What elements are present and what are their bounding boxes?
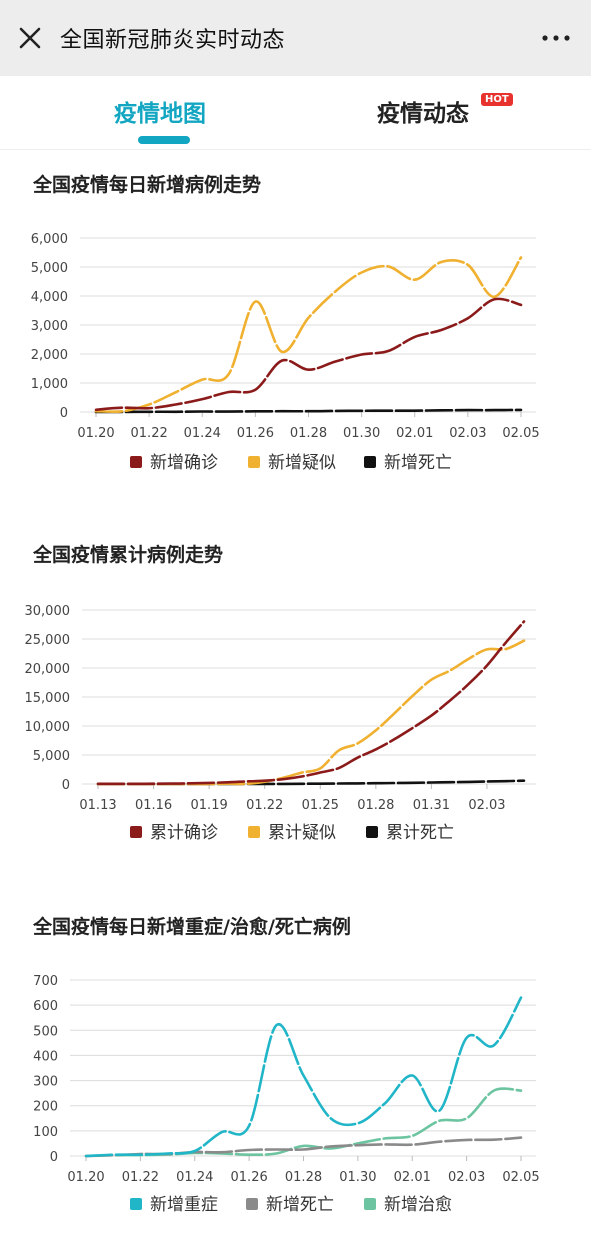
active-tab-indicator <box>138 136 190 144</box>
y-tick-label: 0 <box>60 406 68 421</box>
legend-swatch <box>130 456 142 468</box>
y-tick-label: 300 <box>33 1075 58 1090</box>
y-tick-label: 600 <box>33 999 58 1014</box>
y-tick-label: 25,000 <box>25 633 71 648</box>
y-tick-label: 500 <box>33 1024 58 1039</box>
y-tick-label: 100 <box>33 1125 58 1140</box>
y-tick-label: 400 <box>33 1049 58 1064</box>
y-tick-label: 0 <box>50 1150 58 1165</box>
legend-swatch <box>248 456 260 468</box>
chart3-title: 全国疫情每日新增重症/治愈/死亡病例 <box>33 916 351 938</box>
chart1-title: 全国疫情每日新增病例走势 <box>33 174 262 196</box>
more-icon[interactable] <box>539 24 573 52</box>
x-tick-label: 01.16 <box>135 798 172 813</box>
legend-label: 新增重症 <box>150 1195 218 1215</box>
y-tick-label: 200 <box>33 1100 58 1115</box>
y-tick-label: 20,000 <box>25 662 71 677</box>
x-tick-label: 02.01 <box>396 426 433 441</box>
legend-swatch <box>366 826 378 838</box>
y-tick-label: 4,000 <box>31 290 68 305</box>
legend-swatch <box>248 826 260 838</box>
x-tick-label: 02.03 <box>449 426 486 441</box>
y-tick-label: 3,000 <box>31 319 68 334</box>
x-tick-label: 02.03 <box>448 1170 485 1185</box>
legend-label: 累计死亡 <box>386 823 454 843</box>
series-line <box>94 256 523 414</box>
legend-label: 新增死亡 <box>384 453 452 473</box>
legend-swatch <box>364 1198 376 1210</box>
legend-swatch <box>130 826 142 838</box>
severe-cured-death-svg: 700 600 500 400 300 200 100 0 01.20 01.22 01.24 01.… <box>33 974 539 1215</box>
x-tick-label: 01.20 <box>77 426 114 441</box>
title-bar: 全国新冠肺炎实时动态 <box>0 0 591 76</box>
y-tick-label: 15,000 <box>25 691 71 706</box>
page-title: 全国新冠肺炎实时动态 <box>60 28 286 53</box>
legend-label: 累计确诊 <box>150 823 218 843</box>
y-tick-label: 6,000 <box>31 232 68 247</box>
y-tick-label: 5,000 <box>33 749 70 764</box>
close-icon[interactable] <box>16 24 44 52</box>
tab-epidemic-map[interactable]: 疫情地图 <box>114 101 206 127</box>
x-tick-label: 01.28 <box>357 798 394 813</box>
cumulative-cases-chart: 30,000 25,000 20,000 15,000 10,000 5,000 0 01.1… <box>0 592 591 854</box>
y-tick-label: 0 <box>62 778 70 793</box>
tab-bar: 疫情地图 疫情动态 HOT <box>0 76 591 150</box>
x-tick-label: 01.19 <box>191 798 228 813</box>
y-tick-label: 30,000 <box>25 604 71 619</box>
x-tick-label: 01.22 <box>131 426 168 441</box>
x-tick-label: 01.20 <box>67 1170 104 1185</box>
cumulative-cases-svg: 30,000 25,000 20,000 15,000 10,000 5,000 0 01.1… <box>25 604 536 843</box>
series-line <box>94 408 523 414</box>
x-tick-label: 01.26 <box>237 426 274 441</box>
x-tick-label: 01.31 <box>413 798 450 813</box>
series-line <box>84 996 523 1158</box>
y-tick-label: 2,000 <box>31 348 68 363</box>
legend-label: 新增死亡 <box>266 1195 334 1215</box>
x-tick-label: 01.22 <box>122 1170 159 1185</box>
x-tick-label: 02.01 <box>394 1170 431 1185</box>
tab-epidemic-news[interactable]: 疫情动态 <box>377 101 469 127</box>
legend-label: 新增确诊 <box>150 453 218 473</box>
x-tick-label: 02.05 <box>502 1170 539 1185</box>
severe-cured-death-chart: 700 600 500 400 300 200 100 0 01.20 01.22 01.24 01.… <box>0 962 591 1224</box>
hot-badge: HOT <box>481 93 513 106</box>
legend-swatch <box>364 456 376 468</box>
x-tick-label: 02.05 <box>502 426 539 441</box>
y-tick-label: 700 <box>33 974 58 989</box>
y-tick-label: 10,000 <box>25 720 71 735</box>
series-line <box>96 620 526 786</box>
x-tick-label: 01.30 <box>343 426 380 441</box>
series-line <box>84 1087 523 1158</box>
y-tick-label: 5,000 <box>31 261 68 276</box>
legend-label: 新增治愈 <box>384 1195 452 1215</box>
x-tick-label: 01.22 <box>246 798 283 813</box>
daily-new-cases-chart: 6,000 5,000 4,000 3,000 2,000 1,000 0 01.20 01.2… <box>0 220 591 482</box>
x-tick-label: 01.24 <box>176 1170 213 1185</box>
legend-label: 累计疑似 <box>268 823 336 843</box>
x-tick-label: 01.24 <box>184 426 221 441</box>
series-line <box>96 639 526 786</box>
series-line <box>94 297 523 412</box>
x-tick-label: 01.30 <box>339 1170 376 1185</box>
chart2-title: 全国疫情累计病例走势 <box>33 544 224 566</box>
x-tick-label: 02.03 <box>468 798 505 813</box>
x-tick-label: 01.26 <box>231 1170 268 1185</box>
legend-swatch <box>130 1198 142 1210</box>
x-tick-label: 01.13 <box>79 798 116 813</box>
y-tick-label: 1,000 <box>31 377 68 392</box>
x-tick-label: 01.28 <box>285 1170 322 1185</box>
legend-swatch <box>246 1198 258 1210</box>
legend-label: 新增疑似 <box>268 453 336 473</box>
x-tick-label: 01.28 <box>290 426 327 441</box>
daily-new-cases-svg: 6,000 5,000 4,000 3,000 2,000 1,000 0 01.20 01.2… <box>31 232 540 473</box>
x-tick-label: 01.25 <box>302 798 339 813</box>
